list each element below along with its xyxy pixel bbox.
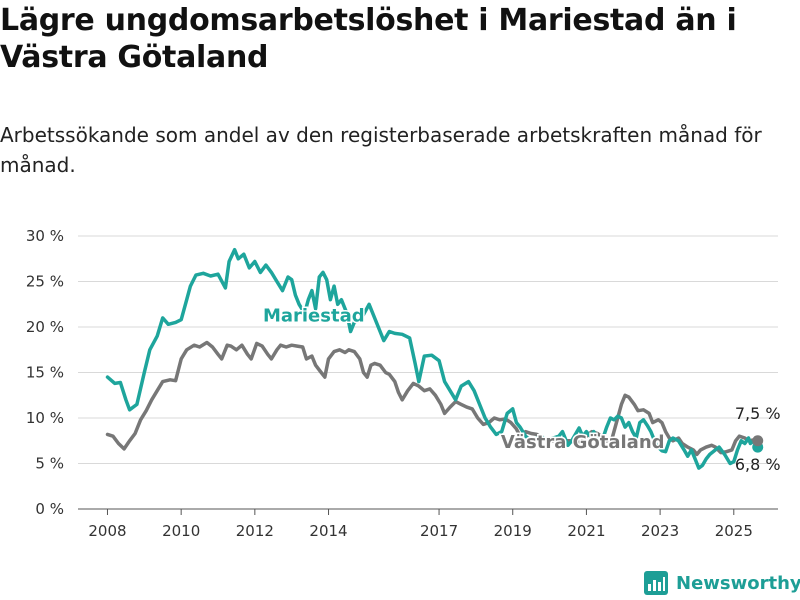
x-tick-label: 2021 <box>567 522 605 540</box>
line-chart: 0 % 5 % 10 % 15 % 20 % 25 % 30 % 2008 2010 2012 20… <box>26 227 781 540</box>
y-tick-label: 10 % <box>26 409 64 427</box>
x-tick-label: 2023 <box>641 522 679 540</box>
x-tick-label: 2014 <box>309 522 347 540</box>
x-tick-label: 2010 <box>162 522 200 540</box>
end-point-v-stra-g-taland <box>752 435 764 447</box>
series-line-v-stra-g-taland <box>105 340 760 457</box>
y-tick-label: 25 % <box>26 273 64 291</box>
chart-subtitle: Arbetssökande som andel av den registerb… <box>0 123 762 177</box>
y-tick-label: 15 % <box>26 364 64 382</box>
x-tick-label: 2017 <box>420 522 458 540</box>
x-tick-label: 2012 <box>236 522 274 540</box>
brand-name: Newsworthy <box>676 572 800 594</box>
end-label-mariestad: 6,8 % <box>735 455 781 474</box>
y-tick-label: 30 % <box>26 227 64 245</box>
newsworthy-logo-icon <box>644 571 668 595</box>
y-tick-label: 0 % <box>35 500 64 518</box>
x-tick-label: 2025 <box>715 522 753 540</box>
series-label-v-stra-g-taland: Västra Götaland <box>501 432 665 453</box>
y-tick-label: 5 % <box>35 455 64 473</box>
series-line-mariestad <box>105 247 760 470</box>
end-label-v-stra-g-taland: 7,5 % <box>735 404 781 423</box>
x-tick-label: 2019 <box>494 522 532 540</box>
y-tick-label: 20 % <box>26 318 64 336</box>
chart-title: Lägre ungdomsarbetslöshet i Mariestad än… <box>0 3 737 75</box>
series-label-mariestad: Mariestad <box>263 306 365 327</box>
brand-logo: Newsworthy <box>644 568 800 598</box>
x-tick-label: 2008 <box>88 522 126 540</box>
